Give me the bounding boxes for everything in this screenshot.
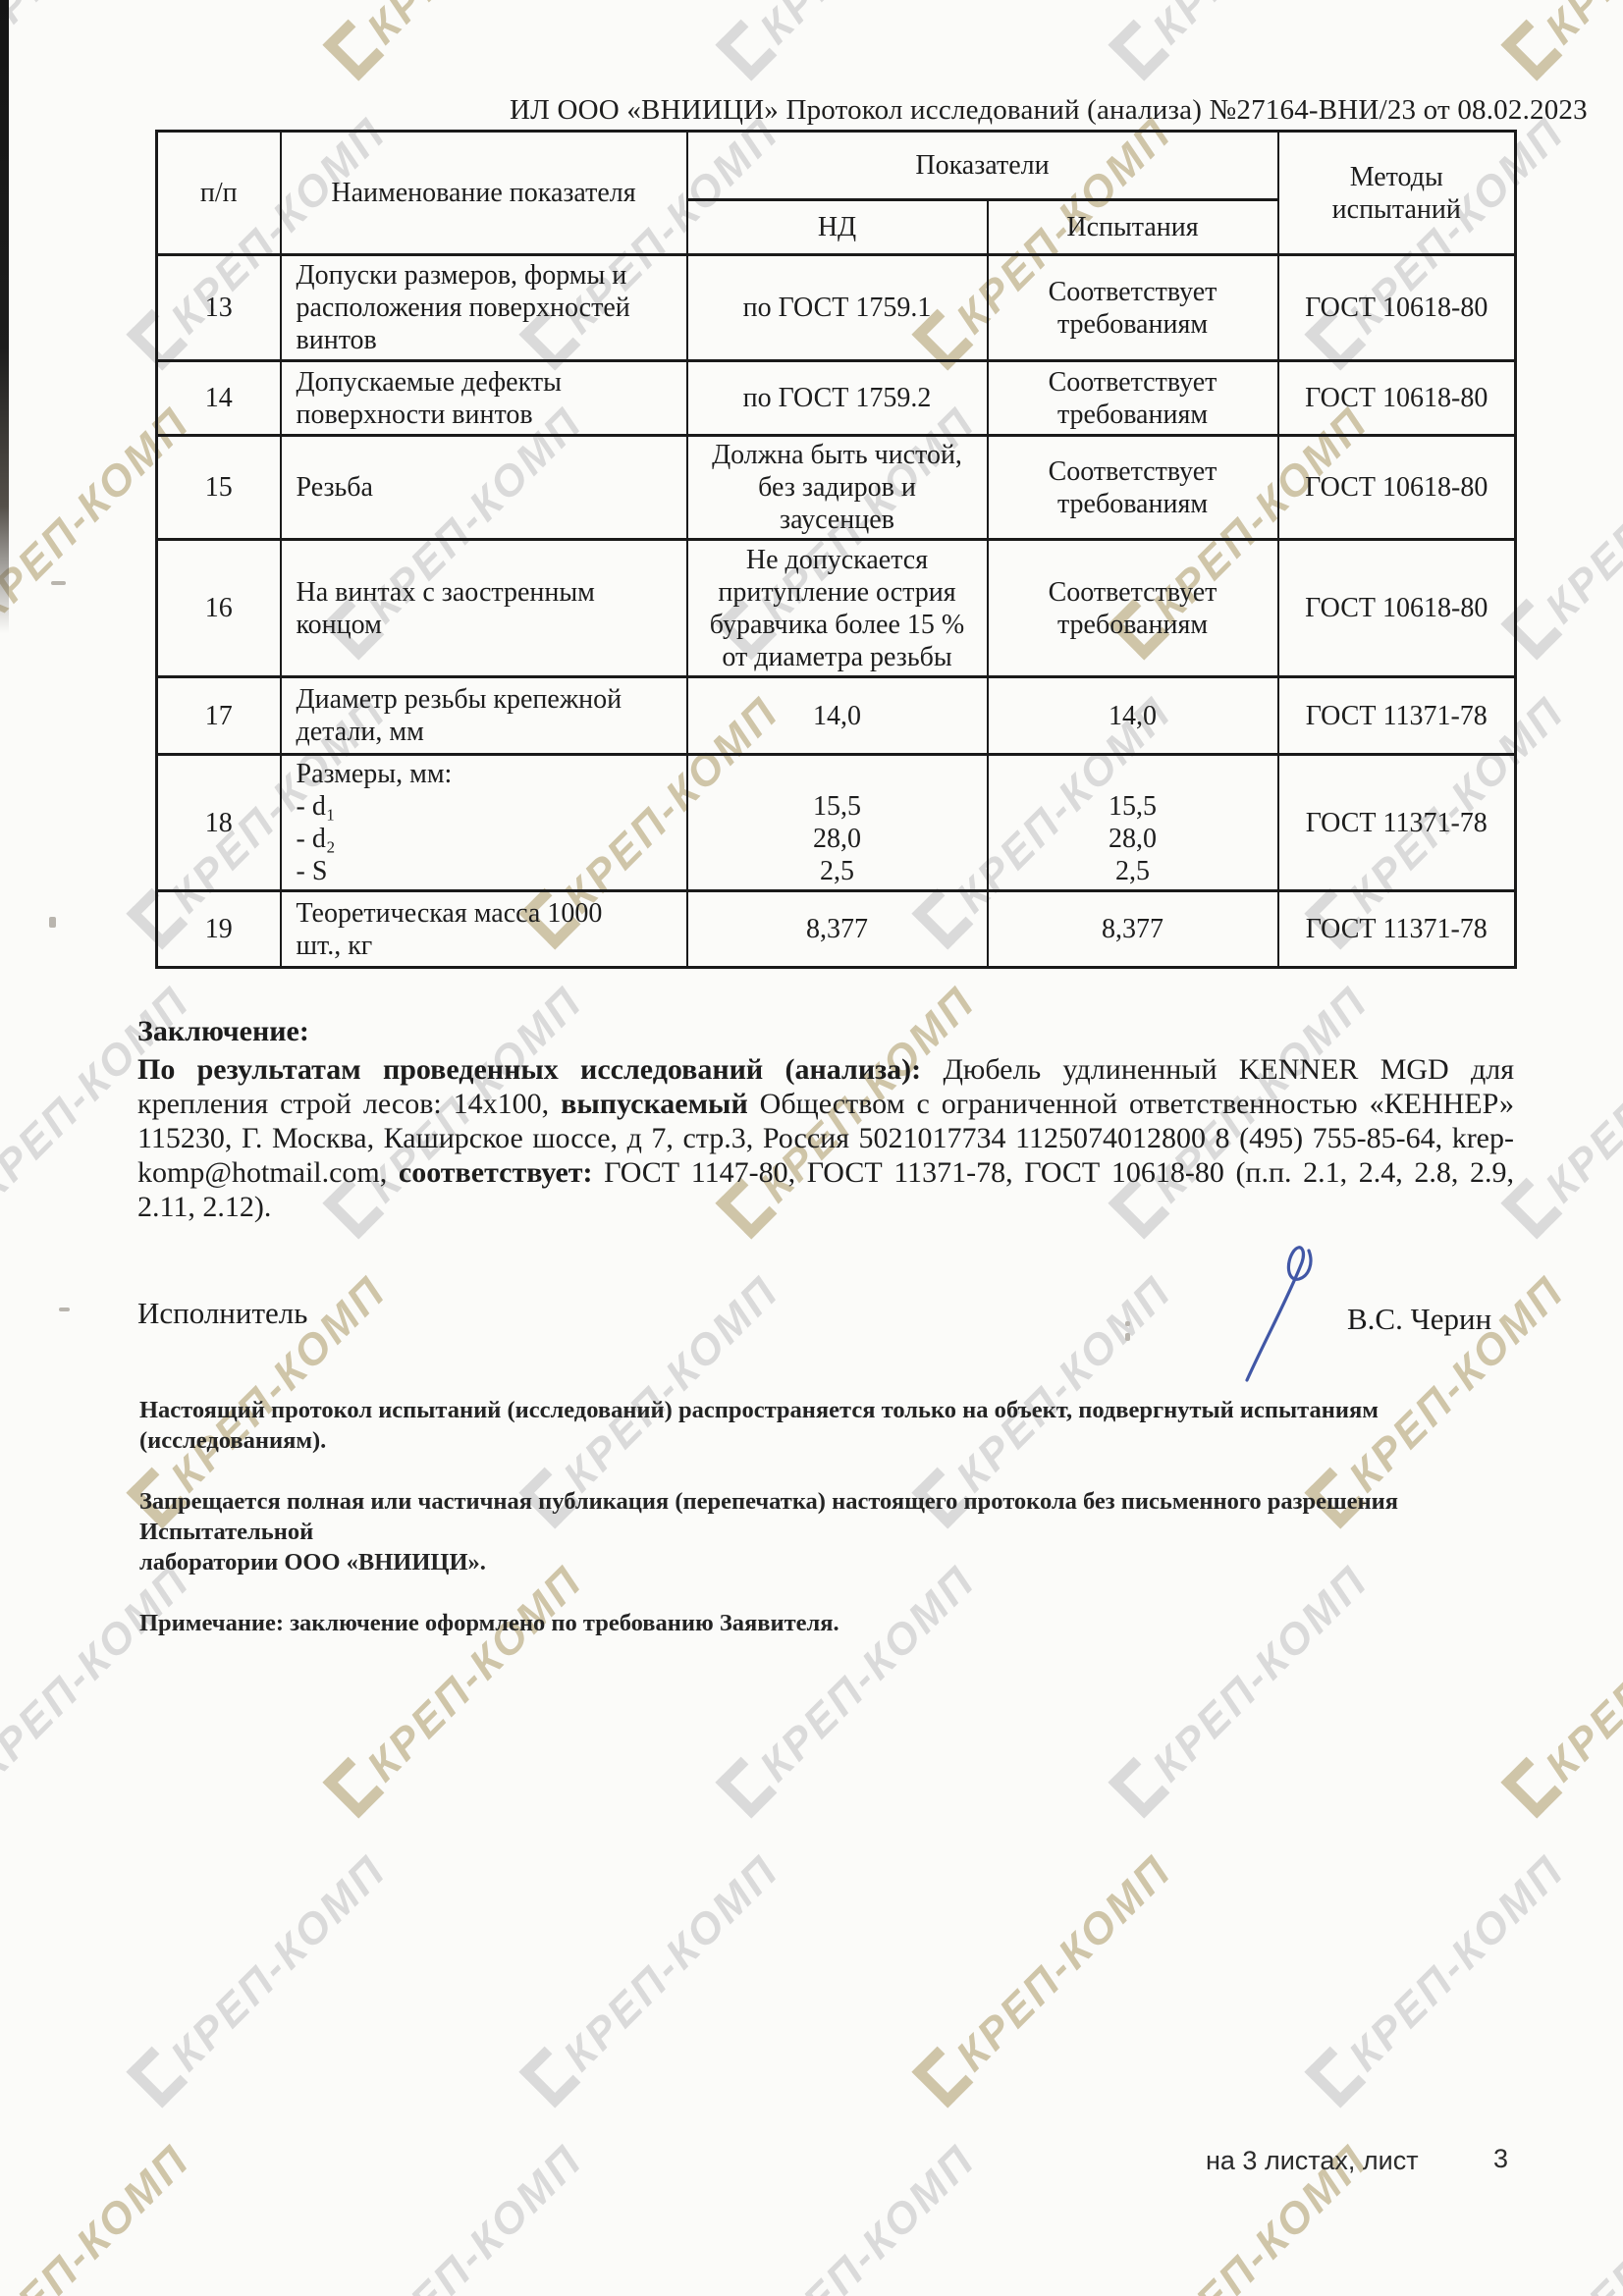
- cell-num: 18: [155, 753, 282, 892]
- cell-num: 14: [155, 359, 282, 437]
- cell-num: 19: [155, 889, 282, 969]
- note-line: Примечание: заключение оформлено по треб…: [139, 1610, 839, 1636]
- cell-name: Допуски размеров, формы и расположения п…: [279, 253, 688, 362]
- document-title: ИЛ ООО «ВНИИЦИ» Протокол исследований (а…: [510, 94, 1588, 126]
- table-row: 14 Допускаемые дефекты поверхности винто…: [155, 359, 1517, 437]
- table-row: 17 Диаметр резьбы крепежной детали, мм 1…: [155, 675, 1517, 756]
- scan-speck: [59, 1308, 70, 1311]
- cell-num: 16: [155, 538, 282, 678]
- cell-method: ГОСТ 10618-80: [1276, 434, 1517, 541]
- table-row: 18 Размеры, мм: - d₁ - d₂ - S 15,5 28,0 …: [155, 753, 1517, 892]
- conclusion-paragraph: По результатам проведенных исследований …: [137, 1052, 1514, 1224]
- cell-nd: Должна быть чистой, без задиров и заусен…: [685, 434, 989, 541]
- footer-sheets-label: на 3 листах, лист: [1206, 2146, 1419, 2175]
- table-row: 13 Допуски размеров, формы и расположени…: [155, 253, 1517, 362]
- conclusion-bold-intro: По результатам проведенных исследований …: [137, 1053, 922, 1086]
- results-table: п/п Наименование показателя Показатели М…: [155, 130, 1517, 969]
- cell-name: Допускаемые дефекты поверхности винтов: [279, 359, 688, 437]
- cell-method: ГОСТ 10618-80: [1276, 538, 1517, 678]
- table-row: 15 Резьба Должна быть чистой, без задиро…: [155, 434, 1517, 541]
- signature-stroke: [1245, 1246, 1313, 1382]
- cell-test: Соответствует требованиям: [986, 538, 1279, 678]
- cell-test: Соответствует требованиям: [986, 253, 1279, 362]
- cell-name: Резьба: [279, 434, 688, 541]
- note-line: Настоящий протокол испытаний (исследован…: [139, 1397, 1379, 1454]
- cell-test: Соответствует требованиям: [986, 434, 1279, 541]
- conclusion-heading: Заключение:: [137, 1015, 309, 1047]
- cell-method: ГОСТ 11371-78: [1276, 675, 1517, 756]
- column-header-num: п/п: [155, 130, 282, 256]
- column-header-indicators: Показатели: [685, 130, 1279, 201]
- executor-label: Исполнитель: [137, 1296, 308, 1330]
- cell-method: ГОСТ 11371-78: [1276, 889, 1517, 969]
- cell-test: Соответствует требованиям: [986, 359, 1279, 437]
- cell-num: 15: [155, 434, 282, 541]
- cell-method: ГОСТ 10618-80: [1276, 359, 1517, 437]
- cell-nd: 14,0: [685, 675, 989, 756]
- cell-name: Диаметр резьбы крепежной детали, мм: [279, 675, 688, 756]
- cell-method: ГОСТ 10618-80: [1276, 253, 1517, 362]
- cell-test: 14,0: [986, 675, 1279, 756]
- column-header-nd: НД: [685, 198, 989, 256]
- cell-nd: по ГОСТ 1759.1: [685, 253, 989, 362]
- table-row: 19 Теоретическая масса 1000 шт., кг 8,37…: [155, 889, 1517, 969]
- cell-num: 13: [155, 253, 282, 362]
- conclusion-text: Обществом с ограниченной ответственность…: [137, 1088, 1515, 1189]
- scan-speck: [49, 917, 56, 928]
- column-header-methods: Методы испытаний: [1276, 130, 1517, 256]
- cell-name: Теоретическая масса 1000 шт., кг: [279, 889, 688, 969]
- conclusion-bold-conforms: соответствует:: [398, 1156, 593, 1189]
- cell-nd: 8,377: [685, 889, 989, 969]
- executor-name: В.С. Черин: [1347, 1302, 1492, 1336]
- cell-name: Размеры, мм: - d₁ - d₂ - S: [279, 753, 688, 892]
- table-header-row: п/п Наименование показателя Показатели М…: [155, 130, 1517, 256]
- conclusion-bold-issued: выпускаемый: [561, 1088, 748, 1120]
- conclusion-text: Дюбель удлиненный KENNER MGD для креплен…: [137, 1053, 1514, 1120]
- cell-name: На винтах с заостренным концом: [279, 538, 688, 678]
- scan-speck: [51, 581, 66, 585]
- scan-speck: [1125, 1333, 1130, 1341]
- scan-edge-artifact: [0, 0, 9, 633]
- column-header-test: Испытания: [986, 198, 1279, 256]
- cell-nd: 15,5 28,0 2,5: [685, 753, 989, 892]
- column-header-name: Наименование показателя: [279, 130, 688, 256]
- conclusion-text: ГОСТ 1147-80, ГОСТ 11371-78, ГОСТ 10618-…: [137, 1156, 1514, 1223]
- footer-page-number: 3: [1493, 2144, 1509, 2173]
- cell-num: 17: [155, 675, 282, 756]
- cell-nd: Не допускается притупление острия буравч…: [685, 538, 989, 678]
- cell-nd: по ГОСТ 1759.2: [685, 359, 989, 437]
- scan-speck: [1125, 1321, 1130, 1326]
- cell-test: 15,5 28,0 2,5: [986, 753, 1279, 892]
- note-line: Запрещается полная или частичная публика…: [139, 1488, 1399, 1575]
- table-subheader-row: НД Испытания: [157, 198, 1516, 256]
- cell-method: ГОСТ 11371-78: [1276, 753, 1517, 892]
- cell-test: 8,377: [986, 889, 1279, 969]
- table-row: 16 На винтах с заостренным концом Не доп…: [155, 538, 1517, 678]
- notes-block: Настоящий протокол испытаний (исследован…: [139, 1364, 1514, 1669]
